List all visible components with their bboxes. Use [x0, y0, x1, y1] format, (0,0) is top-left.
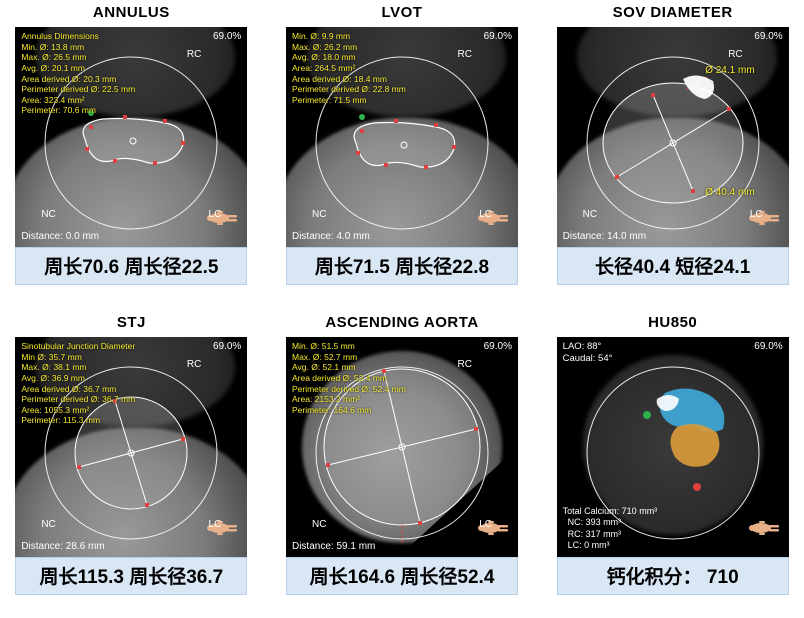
panel-title: STJ [117, 314, 146, 331]
label-lc: LC [209, 209, 222, 222]
label-rc: RC [187, 49, 201, 62]
measurements: Sinotubular Junction Diameter Min Ø: 35.… [21, 341, 135, 426]
label-lc: LC [209, 519, 222, 532]
distance-label: Distance: 28.6 mm [21, 541, 104, 554]
label-nc: NC [583, 209, 597, 222]
panel-1: LVOT Min. Ø: 9.9 mm Max. Ø: 26.2 mm Avg.… [281, 4, 524, 304]
caption: 周长70.6 周长径22.5 [15, 247, 247, 285]
distance-label: Distance: 0.0 mm [21, 231, 99, 244]
zoom-pct: 69.0% [213, 31, 241, 44]
ct-image: Sinotubular Junction Diameter Min Ø: 35.… [15, 337, 247, 557]
zoom-pct: 69.0% [754, 31, 782, 44]
panel-title: ASCENDING AORTA [325, 314, 478, 331]
panel-2: SOV DIAMETER 69.0% Distance: 14.0 mm [551, 4, 794, 304]
ct-image: Min. Ø: 9.9 mm Max. Ø: 26.2 mm Avg. Ø: 1… [286, 27, 518, 247]
caption: 长径40.4 短径24.1 [557, 247, 789, 285]
caption: 钙化积分： 710 [557, 557, 789, 595]
label-nc: NC [312, 519, 326, 532]
caption: 周长71.5 周长径22.8 [286, 247, 518, 285]
measurements: Min. Ø: 51.5 mm Max. Ø: 52.7 mm Avg. Ø: … [292, 341, 406, 415]
ct-image: 69.0% LAO: 88° Caudal: 54° Total Calcium:… [557, 337, 789, 557]
label-lc: LC [479, 519, 492, 532]
distance-label: Distance: 14.0 mm [563, 231, 646, 244]
measurements: Min. Ø: 9.9 mm Max. Ø: 26.2 mm Avg. Ø: 1… [292, 31, 406, 105]
label-nc: NC [41, 209, 55, 222]
zoom-pct: 69.0% [213, 341, 241, 354]
caption: 周长115.3 周长径36.7 [15, 557, 247, 595]
label-rc: RC [458, 359, 472, 372]
calcium-text: Total Calcium: 710 mm³ NC: 393 mm³ RC: 3… [563, 506, 658, 551]
ct-image: Min. Ø: 51.5 mm Max. Ø: 52.7 mm Avg. Ø: … [286, 337, 518, 557]
sov-min-label: Ø 24.1 mm [705, 65, 754, 78]
ct-image: Annulus Dimensions Min. Ø: 13.8 mm Max. … [15, 27, 247, 247]
caption: 周长164.6 周长径52.4 [286, 557, 518, 595]
measurements: Annulus Dimensions Min. Ø: 13.8 mm Max. … [21, 31, 135, 116]
panel-title: ANNULUS [93, 4, 170, 21]
zoom-pct: 69.0% [754, 341, 782, 354]
panel-3: STJ Sinotubular Junction Diameter Min Ø:… [10, 314, 253, 614]
panel-5: HU850 69.0% LAO: 88° Caudal: 54° Total Ca… [551, 314, 794, 614]
zoom-pct: 69.0% [484, 31, 512, 44]
label-rc: RC [458, 49, 472, 62]
ct-image: 69.0% Distance: 14.0 mm RC NC LC Ø 24.1 mm Ø… [557, 27, 789, 247]
distance-label: Distance: 4.0 mm [292, 231, 370, 244]
label-lc: LC [479, 209, 492, 222]
sov-max-label: Ø 40.4 mm [705, 187, 754, 200]
panel-0: ANNULUS Annulus Dimensions Min. Ø: 13.8 … [10, 4, 253, 304]
panel-4: ASCENDING AORTA Min. Ø: 51.5 mm Max. Ø: … [281, 314, 524, 614]
orientation-icon [749, 517, 783, 539]
panel-title: LVOT [382, 4, 423, 21]
panel-title: HU850 [648, 314, 697, 331]
distance-label: Distance: 59.1 mm [292, 541, 375, 554]
panel-title: SOV DIAMETER [613, 4, 733, 21]
zoom-pct: 69.0% [484, 341, 512, 354]
label-lc: LC [750, 209, 763, 222]
label-rc: RC [728, 49, 742, 62]
label-nc: NC [41, 519, 55, 532]
label-nc: NC [312, 209, 326, 222]
angle-text: LAO: 88° Caudal: 54° [563, 341, 613, 365]
label-rc: RC [187, 359, 201, 372]
